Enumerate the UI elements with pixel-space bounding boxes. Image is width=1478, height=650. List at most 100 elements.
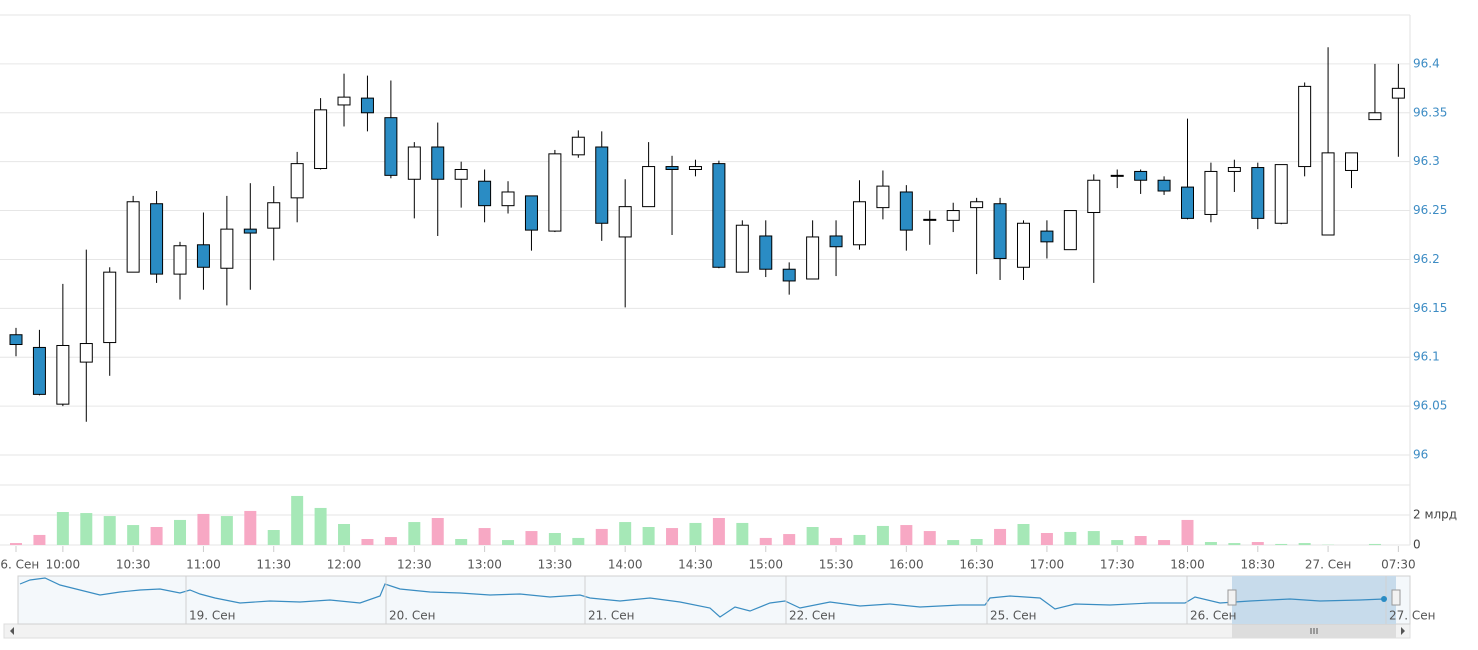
candle-body [735,224,749,273]
volume-bar [384,537,397,545]
y-tick-label: 2 млрд [1413,508,1457,522]
candle-body [524,195,538,231]
candle-body [431,146,445,180]
volume-bar [502,540,515,545]
candle-body [243,228,257,234]
volume-bar [103,516,116,545]
candle-body [1251,167,1265,219]
candle-body [595,146,609,224]
volume-bar [525,531,538,545]
y-tick-label: 96.1 [1413,350,1440,364]
candle-body [665,166,679,170]
y-tick-label: 0 [1413,538,1421,552]
volume-bar [56,512,69,545]
candle-body [1227,167,1241,172]
navigator: 19. Сен 20. Сен 21. Сен 22. Сен 25. Сен … [17,575,1436,625]
volume-bar [127,525,140,545]
scroll-left[interactable] [10,627,14,635]
x-tick-label: 12:30 [397,558,432,572]
candle-body [454,168,468,180]
candle-body [1368,112,1382,121]
volume-bar [1204,542,1217,545]
x-tick-label: 07:30 [1381,558,1416,572]
volume-bar [736,522,749,545]
volume-bar [1111,540,1124,545]
volume-bar [150,527,163,545]
navigator-label: 20. Сен [389,609,436,623]
volume-bar [361,539,374,545]
navigator-handle[interactable] [1391,589,1401,606]
volume-bar [1368,543,1381,545]
candle-body [946,210,960,221]
candle-body [1063,210,1077,251]
y-tick-label: 96.3 [1413,154,1440,168]
candle-body [56,344,70,405]
candle-body [759,235,773,270]
volume-bar [1017,524,1030,545]
volume-bar [666,528,679,545]
volume-bar [33,534,46,545]
volume-bar [1298,543,1311,545]
candle-body [923,218,937,221]
scrollbar [3,623,1411,639]
candle-body [1040,230,1054,243]
navigator-label: 27. Сен [1389,609,1436,623]
x-tick-label: 18:30 [1240,558,1275,572]
candle-body [712,163,726,268]
navigator-label: 26. Сен [1190,609,1237,623]
x-tick-label: 13:30 [538,558,573,572]
navigator-line [19,577,1385,618]
navigator-point [1381,596,1387,602]
x-tick-label: 14:30 [678,558,713,572]
volume-bar [900,525,913,545]
candle-body [290,163,304,199]
navigator-handle[interactable] [1227,589,1237,606]
x-tick-label: 11:30 [256,558,291,572]
x-tick-label: 15:30 [819,558,854,572]
candle-body [126,201,140,273]
volume-bar [1251,542,1264,545]
candle-body [150,203,164,275]
x-tick-label: 11:00 [186,558,221,572]
volume-bar [291,495,304,545]
navigator-label: 21. Сен [588,609,635,623]
y-tick-label: 96 [1413,448,1428,462]
volume-bar [548,533,561,545]
candle-body [79,343,93,363]
volume-bar [1275,543,1288,545]
volume-bar [10,543,22,545]
candle-body [9,334,23,346]
candle-body [806,236,820,280]
x-tick-label: 17:30 [1100,558,1135,572]
volume-bar [619,522,632,545]
x-tick-label: 10:00 [46,558,81,572]
candle-body [642,166,656,208]
candle-body [993,203,1007,259]
candle-body [548,153,562,232]
candle-body [1134,170,1148,181]
candle-body [618,206,632,238]
volume-bar [595,528,608,545]
volume-bar [759,537,772,545]
volume-bar [1040,533,1053,545]
volume-bar [1181,519,1194,545]
scroll-right[interactable] [1401,627,1405,635]
candle-body [337,96,351,106]
y-tick-label: 96.05 [1413,399,1447,413]
candle-body [407,146,421,180]
candle-body [1298,85,1312,168]
scrollbar-track[interactable] [3,623,1411,639]
volume-bar [408,522,421,545]
volume-bar [1064,531,1077,545]
volume-bar [1134,536,1147,545]
volume-bar [712,518,725,545]
volume-bar [947,540,960,545]
candle-body [1345,152,1359,171]
x-tick-label: 15:00 [748,558,783,572]
volume-bar [455,539,468,545]
volume-bar [994,528,1007,545]
candle-body [876,185,890,209]
candle-body [196,244,210,268]
